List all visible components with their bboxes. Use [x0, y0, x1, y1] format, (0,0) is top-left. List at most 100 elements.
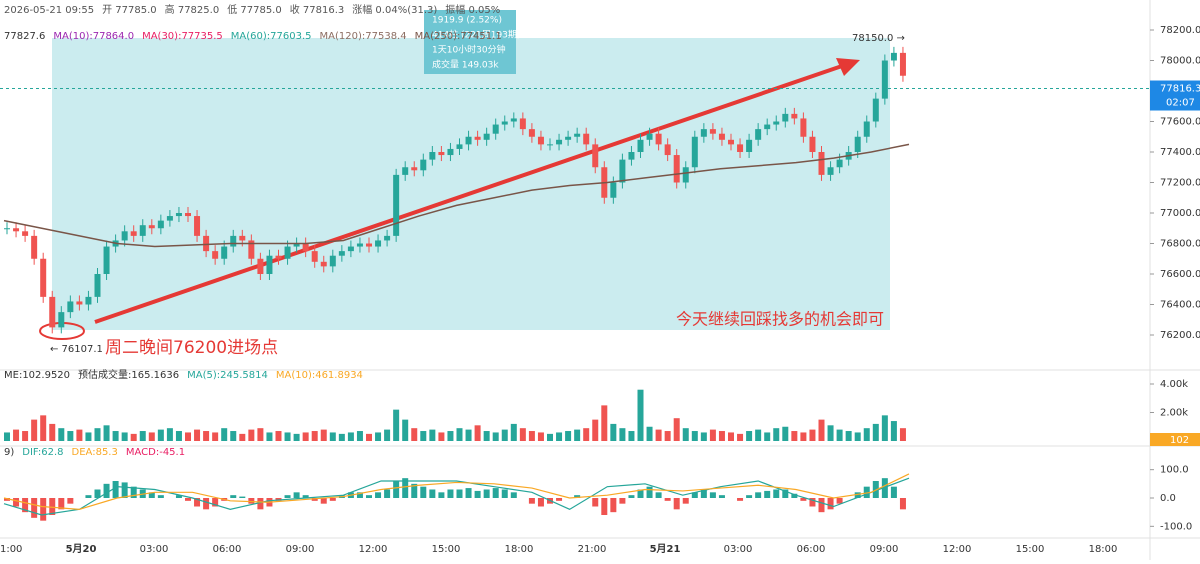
candle — [800, 118, 807, 137]
volume-bar — [347, 432, 354, 441]
macd-bar — [501, 489, 508, 498]
candle — [393, 174, 400, 236]
volume-bar — [194, 429, 201, 441]
macd-bar — [257, 498, 264, 510]
macd-bar — [375, 492, 382, 498]
low-label: ← 76107.1 — [50, 344, 103, 355]
x-tick-label: 09:00 — [286, 544, 315, 555]
volume-bar — [175, 431, 182, 441]
header-item: 开 77785.0 — [102, 5, 157, 16]
x-tick-label: 21:00 — [0, 544, 22, 555]
volume-legend: ME:102.9520 — [4, 370, 70, 381]
candle — [456, 144, 463, 149]
x-tick-label: 15:00 — [432, 544, 461, 555]
volume-bar — [130, 433, 137, 441]
ma-legend: MA(60):77603.5 — [231, 31, 312, 42]
trend-arrow — [94, 64, 843, 324]
y-tick-label: 76800.0 — [1160, 239, 1200, 250]
candle — [85, 296, 92, 305]
candle — [773, 121, 780, 125]
candle — [565, 136, 572, 140]
candle — [519, 118, 526, 130]
volume-bar — [338, 433, 345, 441]
macd-bar — [673, 498, 680, 510]
macd-bar — [537, 498, 544, 507]
macd-bar — [130, 486, 137, 498]
macd-bar — [393, 481, 400, 498]
volume-bar — [782, 426, 789, 441]
candle — [646, 133, 653, 140]
macd-bar — [601, 498, 608, 515]
volume-bar — [682, 428, 689, 441]
macd-bar — [366, 495, 372, 498]
candle — [58, 312, 65, 328]
macd-bar — [85, 495, 92, 498]
volume-bar — [547, 433, 553, 441]
macd-bar — [854, 492, 861, 498]
volume-bar — [429, 429, 436, 441]
header-item: 高 77825.0 — [165, 3, 220, 16]
volume-bar — [4, 432, 10, 441]
candle — [556, 139, 563, 145]
macd-bar — [411, 483, 418, 498]
macd-bar — [890, 486, 897, 498]
candle — [203, 235, 210, 252]
macd-bar — [655, 492, 662, 498]
candle — [40, 258, 47, 297]
header-item: 涨幅 0.04%(31.3) — [352, 3, 437, 16]
macd-bar — [447, 489, 454, 498]
dif-line — [3, 477, 910, 516]
volume-bar — [836, 429, 843, 441]
macd-bar — [818, 498, 825, 513]
ma-legend: MA(250):77451.1 — [415, 31, 502, 42]
candle — [375, 240, 382, 247]
volume-bar — [854, 432, 861, 441]
candle — [746, 139, 753, 152]
candle — [384, 235, 391, 241]
macd-bar — [384, 489, 391, 498]
volume-bar — [13, 429, 20, 441]
macd-bar — [185, 498, 191, 501]
candle — [22, 231, 29, 236]
macd-bar — [94, 489, 101, 498]
candle — [872, 98, 879, 122]
candle — [31, 235, 38, 259]
candle — [501, 121, 508, 125]
macd-bar — [275, 498, 282, 501]
volume-bar — [619, 428, 626, 441]
volume-bar — [646, 426, 653, 441]
volume-bar — [773, 428, 780, 441]
volume-bar — [329, 432, 336, 441]
candle — [302, 243, 309, 252]
macd-bar — [239, 496, 246, 498]
macd-bar — [709, 492, 716, 498]
macd-bar — [402, 478, 409, 498]
candle — [275, 255, 282, 259]
volume-bar — [293, 433, 300, 441]
candle — [890, 52, 897, 61]
candle — [691, 136, 698, 168]
countdown: 02:07 — [1166, 98, 1195, 109]
volume-bar — [664, 431, 671, 441]
volume-bar — [583, 428, 590, 441]
candle — [619, 159, 626, 183]
x-tick-label: 03:00 — [724, 544, 753, 555]
macd-bar — [456, 489, 463, 498]
volume-bar — [718, 431, 725, 441]
volume-bar — [447, 431, 454, 441]
volume-bar — [899, 428, 906, 441]
macd-bar — [610, 498, 617, 513]
macd-bar — [755, 492, 762, 498]
candle — [266, 255, 273, 274]
macd-bar — [764, 490, 771, 498]
candle — [818, 152, 825, 175]
macd-bar — [13, 498, 20, 507]
volume-bar — [420, 431, 427, 441]
candle — [764, 124, 771, 130]
candle — [528, 129, 535, 137]
volume-bar — [148, 432, 155, 441]
volume-bar — [302, 432, 309, 441]
high-label: 78150.0 → — [852, 33, 905, 44]
volume-bar — [755, 429, 762, 441]
y-tick-label: 77400.0 — [1160, 147, 1200, 158]
